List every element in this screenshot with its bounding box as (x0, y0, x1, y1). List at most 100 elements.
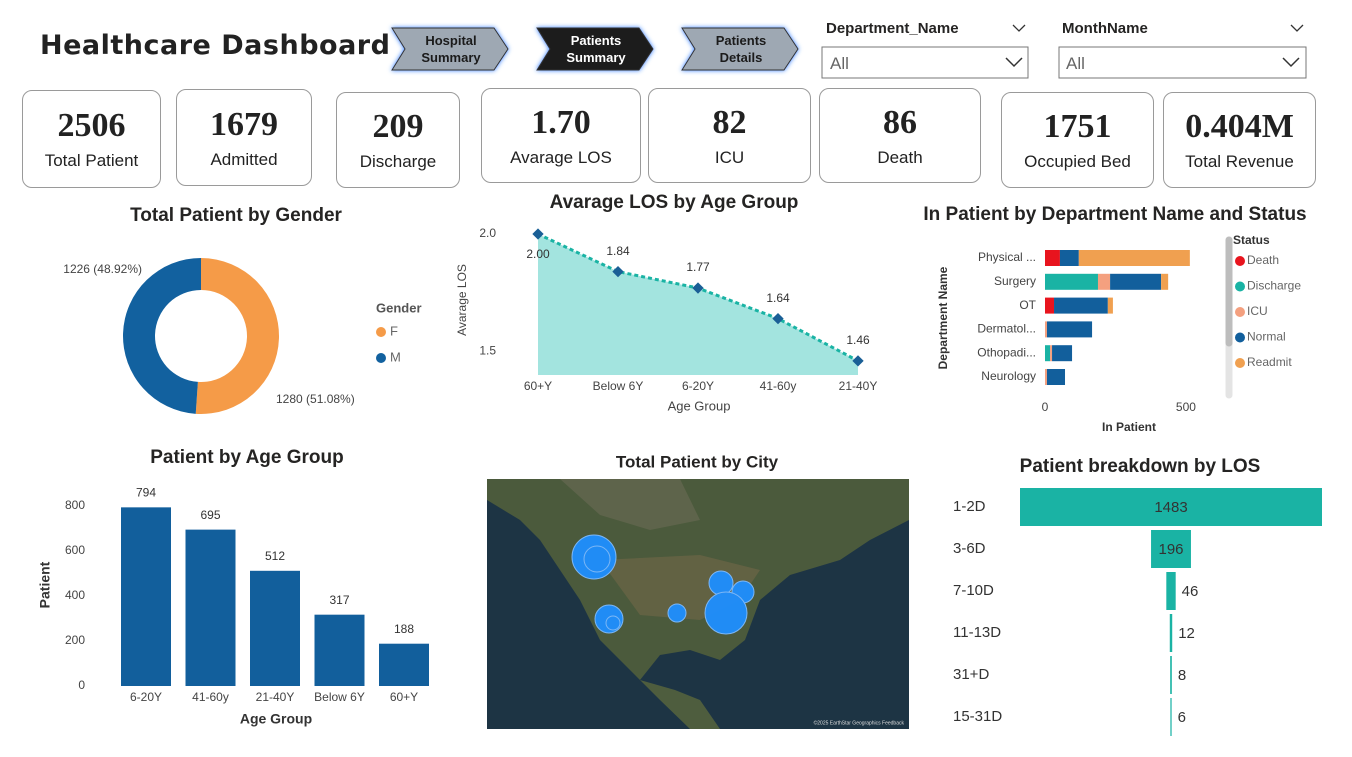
bar-segment (1059, 250, 1079, 266)
y-axis-title: Patient (37, 561, 53, 608)
bar-segment (1045, 273, 1098, 290)
bar-segment (1097, 273, 1111, 290)
nav-label[interactable]: Hospital Summary (421, 33, 481, 65)
kpi-card: 86 Death (819, 88, 981, 183)
bar-segment (1054, 297, 1108, 314)
bar-segment (1107, 297, 1113, 314)
map-bubble[interactable] (605, 615, 621, 631)
chevron[interactable] (1012, 24, 1026, 32)
bar-segment (1045, 297, 1055, 314)
filter-value[interactable]: All (1066, 54, 1085, 73)
y-tick-label: 800 (65, 498, 85, 512)
dashboard-title: Healthcare Dashboard (40, 30, 391, 61)
x-tick-label: 41-60y (192, 690, 229, 704)
y-tick-label: 400 (65, 588, 85, 602)
data-label: 512 (265, 549, 285, 563)
data-label: 317 (329, 593, 349, 607)
data-label: 12 (1178, 625, 1195, 642)
filter-value[interactable]: All (830, 54, 849, 73)
kpi-value: 209 (372, 108, 424, 145)
data-label: 188 (394, 622, 414, 636)
legend-marker (1235, 332, 1245, 343)
map-bubble[interactable] (667, 603, 687, 623)
kpi-value: 1.70 (531, 103, 591, 141)
marker (852, 355, 864, 367)
chevron (1282, 57, 1300, 68)
y-tick-label: Dermatol... (977, 322, 1036, 336)
funnel-bar (1170, 698, 1172, 736)
x-tick-label: 6-20Y (130, 690, 162, 704)
kpi-card: 2506 Total Patient (22, 90, 161, 188)
bar-segment (1045, 321, 1047, 338)
map-bubble[interactable] (708, 570, 734, 596)
x-tick-label: 21-40Y (256, 690, 295, 704)
legend-marker (1235, 256, 1245, 266)
bar-segment (1045, 250, 1060, 266)
legend-marker (376, 327, 386, 337)
kpi-label: Avarage LOS (510, 147, 612, 167)
bar-segment (1161, 273, 1169, 290)
area (538, 234, 858, 375)
legend-marker (1235, 307, 1245, 317)
data-label: 8 (1178, 667, 1186, 684)
map-land (560, 479, 700, 530)
legend-label: ICU (1247, 304, 1268, 318)
nav-button[interactable] (391, 27, 509, 71)
nav-button[interactable] (536, 27, 654, 71)
funnel-bar (1166, 572, 1176, 610)
funnel-bar (1170, 656, 1172, 694)
legend-label: M (390, 349, 401, 364)
data-label: 1.84 (606, 244, 630, 258)
y-tick-label: Surgery (994, 274, 1036, 288)
filter-label: MonthName (1062, 20, 1148, 37)
legend-title: Status (1233, 233, 1270, 247)
bar-segment (1046, 369, 1066, 385)
legend-label: F (390, 323, 398, 338)
x-tick-label: Below 6Y (593, 379, 644, 393)
x-tick-label: 21-40Y (839, 379, 878, 393)
bar-segment (1045, 345, 1051, 362)
x-tick-label: 500 (1176, 400, 1196, 414)
kpi-value: 1679 (210, 105, 278, 143)
x-tick-label: 41-60y (760, 379, 797, 393)
map-bubble[interactable] (583, 545, 611, 573)
marker (532, 228, 544, 240)
category-label: 11-13D (953, 624, 1001, 641)
chart-title: Patient by Age Group (150, 447, 344, 468)
data-label: 46 (1182, 583, 1199, 600)
map-attribution: ©2025 EarthStar Geographics Feedback (814, 719, 905, 726)
nav-label[interactable]: Patients Details (715, 33, 767, 65)
funnel-bar (1020, 488, 1322, 526)
legend-label: Discharge (1247, 279, 1301, 293)
map-bubble[interactable] (704, 591, 748, 635)
map-land (640, 680, 720, 729)
kpi-card: 1.70 Avarage LOS (481, 88, 641, 183)
x-tick-label: 0 (1042, 400, 1049, 414)
kpi-label: ICU (714, 147, 745, 167)
y-tick-label: 0 (78, 678, 85, 692)
dropdown[interactable] (821, 46, 1029, 79)
bar-segment (1052, 345, 1073, 362)
category-label: 7-10D (953, 582, 994, 599)
x-tick-label: 60+Y (390, 690, 418, 704)
category-label: 15-31D (953, 708, 1002, 725)
donut-slice (123, 258, 201, 414)
data-label: 6 (1178, 709, 1186, 726)
dropdown[interactable] (1058, 46, 1307, 79)
legend-marker (1235, 358, 1245, 368)
kpi-card: 209 Discharge (336, 92, 460, 188)
nav-label[interactable]: Patients Summary (566, 33, 626, 65)
chevron[interactable] (1290, 24, 1304, 32)
kpi-card: 1679 Admitted (176, 89, 312, 186)
data-label: 1226 (48.92%) (63, 262, 142, 276)
data-label: 196 (1158, 541, 1183, 558)
nav-button[interactable] (681, 27, 799, 71)
data-label: 695 (200, 508, 220, 522)
kpi-label: Admitted (210, 149, 278, 169)
y-tick-label: 2.0 (479, 226, 496, 240)
data-label: 1280 (51.08%) (276, 392, 355, 406)
x-axis-title: Age Group (668, 398, 731, 413)
bar-segment (1110, 273, 1162, 290)
bar (185, 529, 236, 686)
